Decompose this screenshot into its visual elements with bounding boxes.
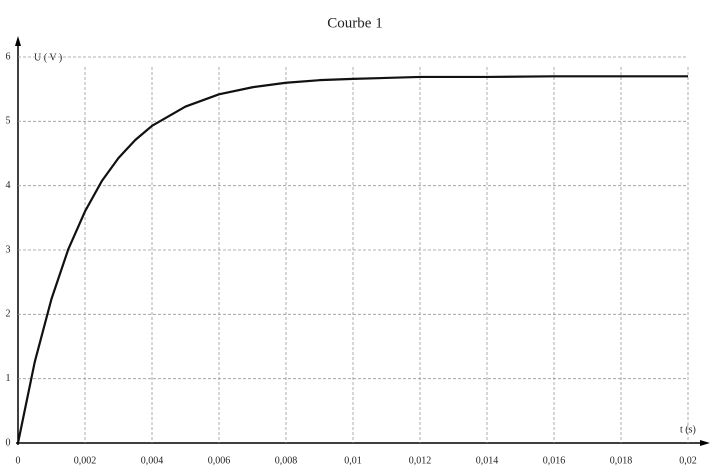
y-tick-label: 4 — [6, 180, 11, 191]
y-tick-label: 5 — [6, 116, 11, 127]
x-tick-label: 0 — [16, 455, 21, 466]
y-tick-label: 0 — [6, 437, 11, 448]
x-tick-label: 0,02 — [679, 455, 697, 466]
y-tick-label: 6 — [6, 51, 11, 62]
x-axis-arrow — [700, 440, 710, 446]
chart-title: Courbe 1 — [327, 15, 382, 31]
y-axis-label: U ( V ) — [34, 52, 62, 63]
y-tick-label: 2 — [6, 309, 11, 320]
x-tick-label: 0,008 — [275, 455, 298, 466]
x-tick-label: 0,01 — [344, 455, 362, 466]
x-tick-label: 0,016 — [543, 455, 566, 466]
x-tick-label: 0,018 — [610, 455, 633, 466]
y-axis-arrow — [15, 36, 21, 46]
x-tick-label: 0,014 — [476, 455, 499, 466]
x-tick-label: 0,002 — [74, 455, 97, 466]
y-tick-label: 3 — [6, 244, 11, 255]
x-tick-label: 0,004 — [141, 455, 164, 466]
y-tick-label: 1 — [6, 373, 11, 384]
data-line — [16, 75, 688, 444]
x-tick-label: 0,012 — [409, 455, 432, 466]
x-tick-label: 0,006 — [208, 455, 231, 466]
